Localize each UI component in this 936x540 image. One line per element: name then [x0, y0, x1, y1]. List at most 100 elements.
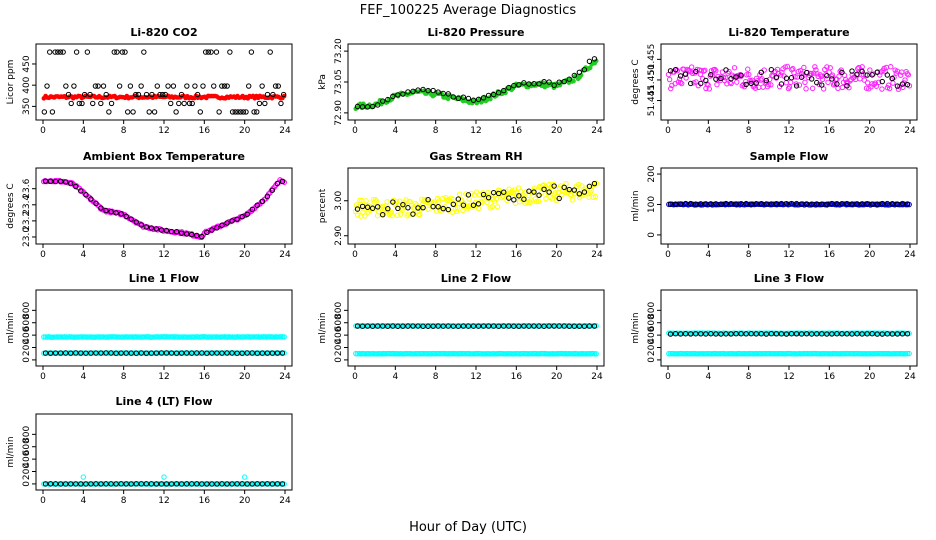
- data-point: [359, 104, 366, 110]
- data-point: [243, 109, 249, 115]
- data-point: [888, 64, 894, 70]
- data-point: [393, 199, 400, 205]
- data-point: [836, 73, 842, 80]
- data-point: [413, 202, 420, 208]
- data-point: [44, 83, 50, 89]
- x-tick-label: 8: [121, 126, 127, 136]
- data-point: [425, 87, 431, 94]
- data-point: [173, 350, 180, 356]
- x-tick-label: 0: [352, 250, 358, 260]
- data-point: [123, 350, 129, 356]
- data-point: [526, 188, 532, 194]
- data-point: [359, 323, 366, 329]
- data-point: [703, 77, 709, 84]
- data-point: [861, 77, 868, 83]
- data-point: [682, 200, 689, 207]
- panel-pressure: Li-820 Pressure kPa 0 4 8 12 16 20 24 72.90 73.05 7…: [318, 26, 605, 136]
- data-point: [153, 481, 160, 487]
- data-point: [201, 230, 208, 236]
- data-point: [720, 74, 727, 81]
- data-point: [183, 350, 190, 356]
- y-tick-label: 200: [647, 339, 657, 356]
- data-point: [814, 201, 820, 207]
- data-points: [666, 330, 912, 357]
- data-point: [894, 201, 901, 207]
- data-point: [854, 201, 860, 207]
- y-tick-label: 200: [22, 339, 32, 356]
- data-point: [713, 67, 719, 74]
- data-point: [400, 201, 406, 208]
- data-point: [78, 481, 84, 487]
- data-point: [788, 75, 795, 81]
- y-axis-label: ml/min: [631, 312, 641, 343]
- y-tick-label: 51.450: [647, 64, 657, 96]
- data-point: [484, 199, 490, 205]
- x-tick-label: 8: [433, 126, 439, 136]
- data-point: [153, 350, 160, 356]
- data-point: [119, 49, 126, 55]
- y-tick-label: 200: [647, 165, 657, 182]
- data-point: [511, 323, 517, 329]
- data-point: [551, 323, 557, 329]
- data-point: [808, 201, 815, 207]
- data-point: [65, 91, 72, 98]
- data-point: [586, 58, 593, 65]
- data-point: [390, 199, 396, 205]
- data-point: [281, 93, 287, 99]
- data-point: [874, 69, 880, 75]
- data-point: [173, 481, 180, 487]
- data-point: [200, 83, 206, 89]
- y-tick-label: 0: [647, 357, 657, 363]
- x-tick-label: 20: [239, 496, 251, 506]
- data-point: [728, 331, 734, 337]
- data-point: [237, 109, 244, 115]
- data-point: [825, 79, 831, 86]
- panel-licor_temp: Li-820 Temperature degrees C 0 4 8 12 16 20 24 51…: [631, 26, 918, 136]
- data-point: [511, 187, 518, 193]
- data-point: [62, 179, 69, 185]
- data-point: [527, 199, 533, 206]
- data-point: [364, 204, 371, 210]
- data-point: [173, 109, 179, 115]
- data-point: [698, 67, 705, 74]
- data-point: [204, 229, 210, 236]
- data-point: [593, 351, 599, 357]
- data-point: [184, 83, 190, 89]
- panel-title: Line 3 Flow: [754, 272, 824, 285]
- data-point: [899, 200, 906, 207]
- data-point: [267, 49, 273, 55]
- data-point: [100, 83, 107, 89]
- data-point: [264, 481, 271, 487]
- data-point: [713, 201, 719, 207]
- data-point: [834, 331, 840, 337]
- data-point: [435, 198, 442, 204]
- data-point: [814, 331, 820, 337]
- data-point: [239, 481, 245, 487]
- data-point: [380, 98, 386, 104]
- data-point: [569, 197, 575, 203]
- x-tick-label: 0: [665, 372, 671, 382]
- data-point: [143, 350, 150, 356]
- data-point: [128, 350, 134, 356]
- y-tick-label: 400: [647, 326, 657, 343]
- data-point: [73, 481, 79, 487]
- data-point: [148, 481, 155, 487]
- data-point: [420, 86, 426, 93]
- data-point: [204, 350, 210, 356]
- data-point: [205, 49, 212, 55]
- data-point: [501, 189, 507, 195]
- data-point: [47, 481, 54, 487]
- data-point: [814, 71, 820, 77]
- data-point: [743, 81, 749, 88]
- data-point: [440, 195, 446, 202]
- data-point: [279, 350, 286, 356]
- data-point: [402, 202, 408, 208]
- data-point: [244, 481, 250, 487]
- data-point: [765, 82, 772, 88]
- data-point: [713, 331, 719, 337]
- data-point: [78, 188, 84, 194]
- data-point: [788, 331, 795, 337]
- data-points: [665, 63, 913, 92]
- data-point: [435, 204, 441, 210]
- panel-title: Ambient Box Temperature: [83, 150, 245, 163]
